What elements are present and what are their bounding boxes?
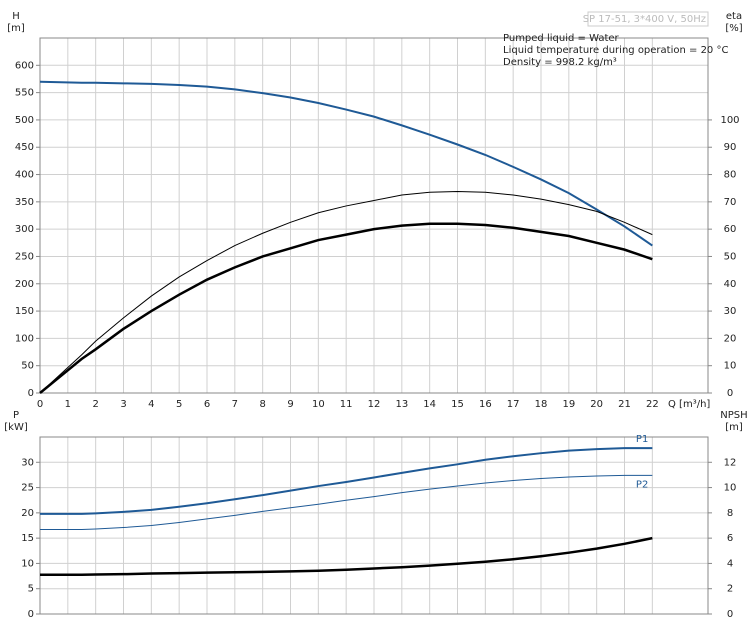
x-tick-label: 8 xyxy=(259,399,265,410)
x-tick-label: 16 xyxy=(479,399,492,410)
subtitle-box xyxy=(587,11,709,27)
x-tick-label: 1 xyxy=(65,399,71,410)
series-line xyxy=(40,536,653,577)
y2-tick-label: 0 xyxy=(727,609,733,620)
y2-axis-label: eta xyxy=(726,11,742,22)
series-line xyxy=(39,190,653,394)
series-line xyxy=(39,222,653,394)
plot-frame xyxy=(39,37,709,394)
y2-tick-label: 4 xyxy=(727,558,733,569)
x-tick-label: 19 xyxy=(562,399,575,410)
series-label: P1 xyxy=(636,434,648,445)
x-tick-label: 20 xyxy=(590,399,603,410)
y2-tick-label: 2 xyxy=(727,584,733,595)
y2-tick-label: 80 xyxy=(724,170,737,181)
x-tick-label: 18 xyxy=(535,399,548,410)
series-line xyxy=(39,80,653,247)
x-tick-label: 14 xyxy=(423,399,436,410)
y2-tick-label: 90 xyxy=(724,142,737,153)
y-tick-label: 15 xyxy=(21,533,34,544)
series-label: P2 xyxy=(636,479,648,490)
x-tick-label: 9 xyxy=(287,399,293,410)
y-axis-unit: [m] xyxy=(7,23,25,34)
y-tick-label: 0 xyxy=(28,609,34,620)
x-tick-label: 10 xyxy=(312,399,325,410)
y-tick-label: 500 xyxy=(15,115,34,126)
y-tick-label: 300 xyxy=(15,224,34,235)
x-tick-label: 2 xyxy=(92,399,98,410)
y-axis-unit: [kW] xyxy=(4,422,28,433)
x-tick-label: 12 xyxy=(368,399,381,410)
x-tick-label: 0 xyxy=(37,399,43,410)
y2-tick-label: 6 xyxy=(727,533,733,544)
x-tick-label: 6 xyxy=(204,399,210,410)
y2-tick-label: 0 xyxy=(727,388,733,399)
y2-tick-label: 50 xyxy=(724,251,737,262)
y2-axis-label: NPSH xyxy=(720,410,747,421)
x-axis-label: Q [m³/h] xyxy=(668,399,710,410)
x-tick-label: 5 xyxy=(176,399,182,410)
x-tick-label: 3 xyxy=(120,399,126,410)
y-tick-label: 250 xyxy=(15,251,34,262)
y-tick-label: 10 xyxy=(21,558,34,569)
x-tick-label: 13 xyxy=(395,399,408,410)
y-axis-label: H xyxy=(12,11,20,22)
y-tick-label: 600 xyxy=(15,60,34,71)
y-tick-label: 50 xyxy=(21,361,34,372)
y-tick-label: 350 xyxy=(15,197,34,208)
annotation: Density = 998.2 kg/m³ xyxy=(503,57,617,68)
series-line xyxy=(40,474,653,531)
y-tick-label: 20 xyxy=(21,508,34,519)
annotation: Liquid temperature during operation = 20… xyxy=(503,45,728,56)
x-tick-label: 11 xyxy=(340,399,353,410)
x-tick-label: 7 xyxy=(232,399,238,410)
y2-tick-label: 40 xyxy=(724,279,737,290)
annotation: Pumped liquid = Water xyxy=(503,33,620,44)
y2-tick-label: 70 xyxy=(724,197,737,208)
y2-tick-label: 10 xyxy=(724,361,737,372)
series-line xyxy=(40,447,653,515)
x-tick-label: 15 xyxy=(451,399,464,410)
y2-axis-unit: [m] xyxy=(725,422,743,433)
y-tick-label: 450 xyxy=(15,142,34,153)
y-tick-label: 400 xyxy=(15,170,34,181)
y2-tick-label: 12 xyxy=(724,457,737,468)
y-tick-label: 25 xyxy=(21,483,34,494)
y2-tick-label: 8 xyxy=(727,508,733,519)
x-tick-label: 21 xyxy=(618,399,631,410)
y2-axis-unit: [%] xyxy=(725,23,742,34)
x-tick-label: 4 xyxy=(148,399,154,410)
y-axis-label: P xyxy=(13,410,19,421)
y2-tick-label: 100 xyxy=(720,115,739,126)
x-tick-label: 22 xyxy=(646,399,659,410)
y-tick-label: 0 xyxy=(28,388,34,399)
subtitle: SP 17-51, 3*400 V, 50Hz xyxy=(583,14,706,25)
y-tick-label: 30 xyxy=(21,457,34,468)
y2-tick-label: 30 xyxy=(724,306,737,317)
y-tick-label: 5 xyxy=(28,584,34,595)
y-tick-label: 150 xyxy=(15,306,34,317)
plot-frame xyxy=(39,436,709,615)
y2-tick-label: 60 xyxy=(724,224,737,235)
y-tick-label: 100 xyxy=(15,333,34,344)
y-tick-label: 200 xyxy=(15,279,34,290)
y2-tick-label: 10 xyxy=(724,483,737,494)
x-tick-label: 17 xyxy=(507,399,520,410)
y2-tick-label: 20 xyxy=(724,333,737,344)
y-tick-label: 550 xyxy=(15,88,34,99)
